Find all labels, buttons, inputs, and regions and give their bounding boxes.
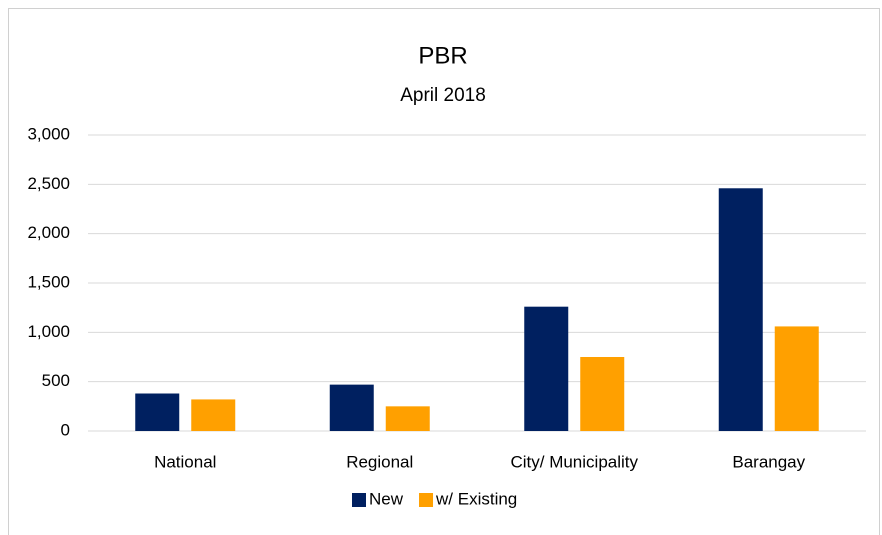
y-tick-label: 2,500 bbox=[27, 174, 70, 193]
bar bbox=[580, 357, 625, 431]
x-tick-label: Regional bbox=[346, 452, 413, 471]
bar bbox=[385, 406, 430, 431]
legend-label: New bbox=[369, 489, 404, 508]
y-tick-label: 500 bbox=[42, 371, 70, 390]
x-tick-label: Barangay bbox=[732, 452, 805, 471]
bar bbox=[135, 393, 180, 431]
y-tick-label: 2,000 bbox=[27, 223, 70, 242]
legend-swatch bbox=[419, 493, 434, 507]
y-tick-label: 1,000 bbox=[27, 322, 70, 341]
bar bbox=[191, 399, 236, 431]
legend-label: w/ Existing bbox=[435, 489, 517, 508]
bar bbox=[774, 326, 819, 431]
bar bbox=[329, 384, 374, 431]
bar bbox=[718, 188, 763, 431]
chart-title: PBR bbox=[418, 42, 467, 69]
y-tick-label: 0 bbox=[61, 420, 70, 439]
legend-swatch bbox=[352, 493, 366, 507]
chart-subtitle: April 2018 bbox=[400, 85, 486, 106]
y-tick-label: 1,500 bbox=[27, 272, 70, 291]
y-tick-label: 3,000 bbox=[27, 124, 70, 143]
x-tick-label: National bbox=[154, 452, 216, 471]
x-tick-label: City/ Municipality bbox=[510, 452, 638, 471]
bar bbox=[524, 306, 569, 431]
